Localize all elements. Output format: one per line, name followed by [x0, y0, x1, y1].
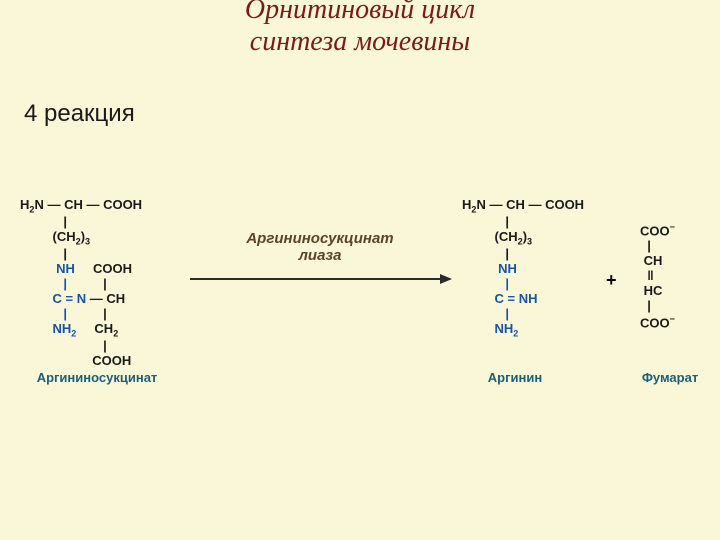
reaction-arrow: [190, 278, 450, 280]
molecule-fumarate: COO− | CH ‖ HC |COO−: [640, 222, 675, 331]
label-arginine: Аргинин: [460, 370, 570, 385]
slide-title: Орнитиновый цикл синтеза мочевины: [0, 0, 720, 58]
plus-sign: +: [606, 270, 617, 291]
molecule-argininosuccinate: H2N — CH — COOH | (CH2)3 | NH COOH | | C…: [20, 198, 142, 369]
reaction-number: 4 реакция: [24, 100, 135, 128]
label-argininosuccinate: Аргининосукцинат: [12, 370, 182, 385]
enzyme-label: Аргининосукцинат лиаза: [220, 230, 420, 264]
molecule-arginine: H2N — CH — COOH | (CH2)3 | NH | C = NH |…: [462, 198, 584, 339]
label-fumarate: Фумарат: [630, 370, 710, 385]
